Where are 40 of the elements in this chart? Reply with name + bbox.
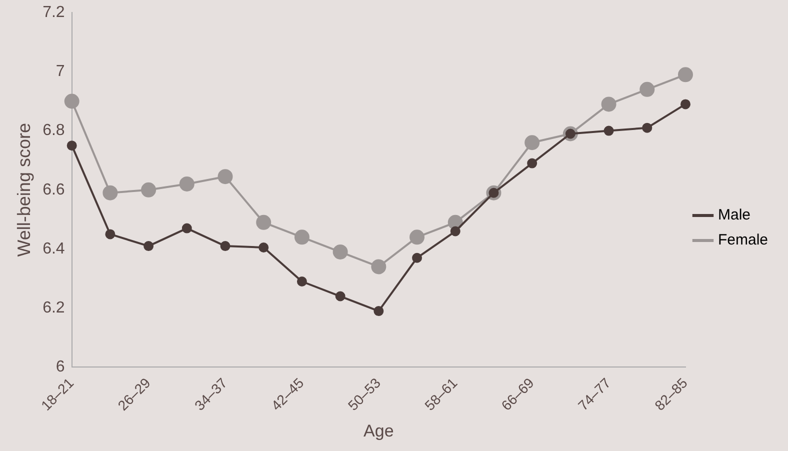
point (642, 122, 652, 133)
point (141, 182, 156, 198)
point (601, 96, 616, 112)
y-tick-label: 6.4 (42, 240, 65, 258)
point (450, 226, 460, 236)
point (294, 230, 310, 245)
point (524, 135, 540, 150)
point (640, 82, 655, 97)
point (105, 229, 116, 240)
point (296, 276, 307, 286)
point (218, 169, 233, 184)
point (680, 99, 690, 110)
point (335, 291, 346, 302)
point (371, 259, 386, 274)
y-tick-label: 7.2 (42, 4, 65, 22)
point (64, 94, 80, 109)
point (220, 241, 230, 252)
y-tick-label: 7 (56, 63, 65, 80)
point (527, 158, 538, 168)
point (179, 176, 194, 192)
point (66, 140, 77, 151)
point (182, 223, 192, 234)
y-tick-label: 6.2 (42, 300, 65, 316)
point (410, 230, 425, 245)
point (412, 252, 422, 263)
x-axis-title: Age (364, 421, 394, 440)
point (678, 67, 693, 82)
point (256, 214, 272, 230)
y-tick-label: 6 (56, 358, 65, 376)
point (144, 241, 154, 252)
point (102, 185, 118, 200)
legend-label: Female (718, 232, 768, 249)
point (374, 306, 384, 316)
point (604, 126, 614, 136)
point (258, 242, 269, 253)
y-tick-label: 6.8 (42, 122, 65, 140)
y-tick-label: 6.6 (42, 181, 65, 198)
legend-label: Male (718, 206, 750, 224)
point (332, 244, 348, 260)
y-axis-title: Well-being score (14, 123, 34, 257)
